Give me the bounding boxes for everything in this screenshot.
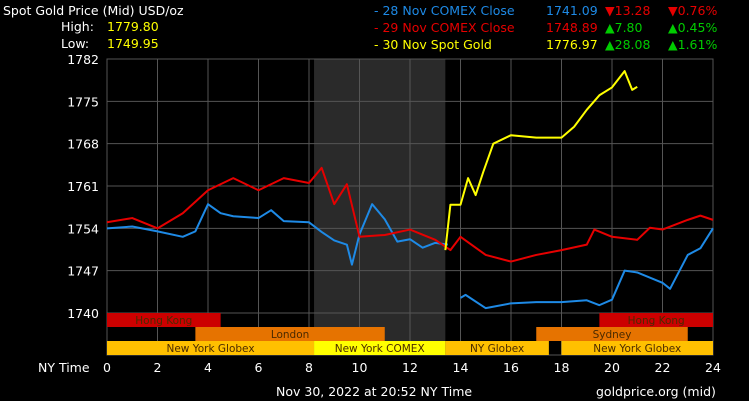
session-bar: [599, 313, 713, 327]
x-axis-label: NY Time: [38, 360, 90, 375]
x-tick-label: 8: [305, 360, 313, 375]
legend-change: ▼13.28: [605, 3, 651, 18]
x-tick-label: 12: [402, 360, 418, 375]
low-label: Low:: [61, 36, 90, 51]
y-tick-label: 1761: [67, 179, 99, 194]
legend-label: - 28 Nov COMEX Close: [374, 3, 515, 18]
legend-label: - 30 Nov Spot Gold: [374, 37, 492, 52]
y-tick-label: 1775: [67, 94, 99, 109]
y-tick-label: 1782: [67, 52, 99, 67]
session-bar: [314, 341, 446, 355]
x-tick-label: 18: [554, 360, 570, 375]
x-tick-label: 2: [154, 360, 162, 375]
low-value: 1749.95: [107, 36, 159, 51]
y-tick-label: 1747: [67, 264, 99, 279]
timestamp: Nov 30, 2022 at 20:52 NY Time: [276, 384, 473, 399]
legend-price: 1748.89: [546, 20, 598, 35]
series-line: [106, 166, 714, 263]
source: goldprice.org (mid): [596, 384, 716, 399]
session-bar: [107, 341, 315, 355]
x-tick-label: 22: [655, 360, 671, 375]
session-bar: [445, 341, 549, 355]
x-tick-label: 14: [453, 360, 469, 375]
x-tick-label: 0: [103, 360, 111, 375]
series-line: [459, 227, 714, 310]
session-label: London: [271, 329, 310, 341]
session-label: New York COMEX: [335, 343, 425, 355]
x-tick-label: 16: [503, 360, 519, 375]
high-label: High:: [61, 19, 94, 34]
legend-change-pct: ▲0.45%: [668, 20, 718, 35]
x-tick-label: 24: [705, 360, 721, 375]
series-line: [106, 203, 449, 266]
session-bar: [195, 327, 385, 341]
x-tick-label: 6: [255, 360, 263, 375]
y-tick-label: 1754: [67, 221, 99, 236]
x-tick-label: 4: [204, 360, 212, 375]
session-bar: [107, 313, 221, 327]
session-bar: [536, 327, 688, 341]
session-label: Sydney: [593, 329, 632, 341]
y-tick-label: 1768: [67, 137, 99, 152]
session-label: New York Globex: [166, 343, 254, 355]
high-value: 1779.80: [107, 19, 159, 34]
y-tick-label: 1740: [67, 306, 99, 321]
legend-change: ▲28.08: [605, 37, 651, 52]
session-label: Hong Kong: [628, 315, 685, 327]
comex-session-shade: [314, 59, 446, 355]
session-label: New York Globex: [593, 343, 681, 355]
session-bar: [561, 341, 713, 355]
x-tick-label: 20: [604, 360, 620, 375]
chart-title: Spot Gold Price (Mid) USD/oz: [3, 3, 184, 18]
legend-label: - 29 Nov COMEX Close: [374, 20, 515, 35]
legend-price: 1741.09: [546, 3, 598, 18]
x-tick-label: 10: [352, 360, 368, 375]
legend-change-pct: ▲1.61%: [668, 37, 718, 52]
session-label: Hong Kong: [135, 315, 192, 327]
session-label: NY Globex: [470, 343, 524, 355]
legend-change-pct: ▼0.76%: [668, 3, 718, 18]
series-line: [444, 70, 638, 251]
legend-change: ▲7.80: [605, 20, 643, 35]
legend-price: 1776.97: [546, 37, 598, 52]
